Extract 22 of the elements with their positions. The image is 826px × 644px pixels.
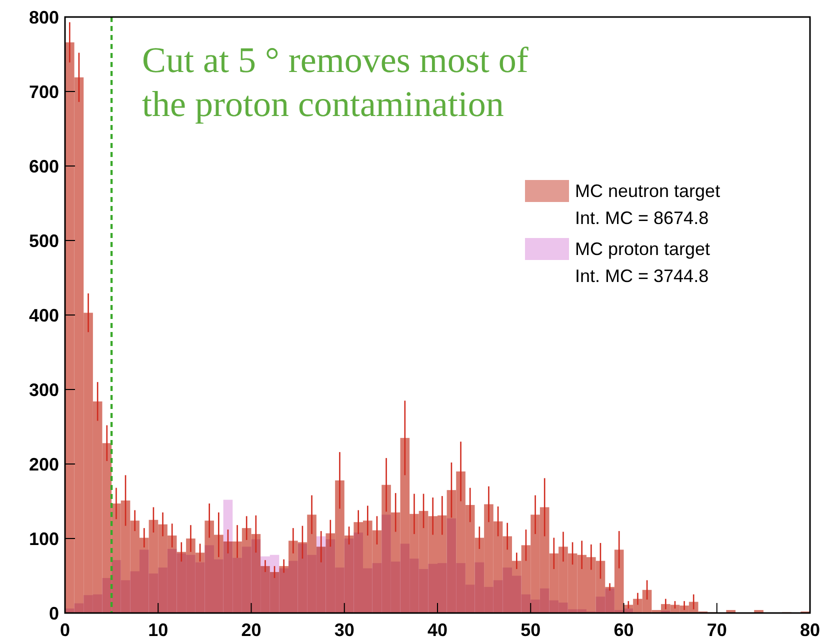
y-tick-label: 600 bbox=[28, 156, 59, 176]
x-tick-label: 50 bbox=[520, 620, 541, 640]
y-tick-label: 300 bbox=[28, 380, 59, 400]
x-tick-label: 40 bbox=[427, 620, 448, 640]
y-tick-label: 700 bbox=[28, 82, 59, 102]
x-tick-label: 10 bbox=[148, 620, 168, 640]
y-tick-label: 0 bbox=[48, 603, 59, 624]
x-tick-label: 70 bbox=[706, 620, 727, 640]
y-tick-label: 500 bbox=[28, 230, 59, 251]
annotation: Int. MC = 3744.8 bbox=[575, 266, 709, 286]
y-tick-label: 400 bbox=[28, 305, 59, 326]
y-tick-label: 200 bbox=[28, 454, 59, 474]
legend-label: MC neutron target bbox=[575, 181, 720, 201]
x-tick-label: 60 bbox=[614, 620, 634, 640]
x-tick-label: 20 bbox=[241, 620, 262, 640]
y-tick-label: 800 bbox=[28, 7, 59, 28]
x-tick-label: 80 bbox=[800, 620, 820, 640]
x-tick-label: 30 bbox=[334, 620, 354, 640]
y-tick-label: 100 bbox=[28, 528, 59, 549]
annotation: Int. MC = 8674.8 bbox=[575, 208, 709, 228]
legend-label: MC proton target bbox=[575, 239, 710, 259]
annotation: Cut at 5 ° removes most of the proton contamination bbox=[142, 40, 528, 124]
